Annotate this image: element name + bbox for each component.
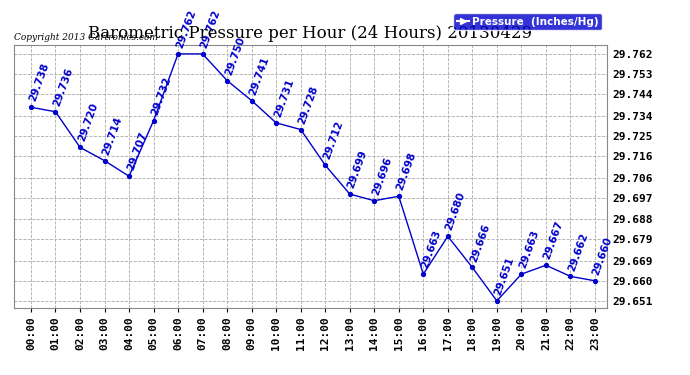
Text: 29.741: 29.741 <box>248 55 271 96</box>
Text: 29.762: 29.762 <box>199 9 222 50</box>
Text: 29.662: 29.662 <box>566 231 590 272</box>
Text: 29.714: 29.714 <box>101 115 124 156</box>
Text: 29.663: 29.663 <box>420 229 442 270</box>
Text: 29.663: 29.663 <box>518 229 541 270</box>
Text: 29.699: 29.699 <box>346 149 369 190</box>
Text: 29.698: 29.698 <box>395 151 418 192</box>
Text: 29.712: 29.712 <box>322 120 344 161</box>
Text: 29.707: 29.707 <box>125 131 148 172</box>
Text: 29.731: 29.731 <box>273 78 295 119</box>
Text: Copyright 2013 Cartronics.com: Copyright 2013 Cartronics.com <box>14 33 158 42</box>
Text: 29.738: 29.738 <box>27 62 50 103</box>
Title: Barometric Pressure per Hour (24 Hours) 20130429: Barometric Pressure per Hour (24 Hours) … <box>88 25 533 42</box>
Text: 29.732: 29.732 <box>150 75 173 117</box>
Text: 29.762: 29.762 <box>175 9 197 50</box>
Text: 29.720: 29.720 <box>76 102 99 143</box>
Text: 29.680: 29.680 <box>444 191 467 232</box>
Text: 29.666: 29.666 <box>469 222 491 263</box>
Legend: Pressure  (Inches/Hg): Pressure (Inches/Hg) <box>453 13 602 30</box>
Text: 29.750: 29.750 <box>224 35 246 76</box>
Text: 29.667: 29.667 <box>542 220 565 261</box>
Text: 29.651: 29.651 <box>493 255 516 297</box>
Text: 29.728: 29.728 <box>297 84 320 125</box>
Text: 29.696: 29.696 <box>371 156 393 196</box>
Text: 29.660: 29.660 <box>591 236 614 277</box>
Text: 29.736: 29.736 <box>52 66 75 108</box>
